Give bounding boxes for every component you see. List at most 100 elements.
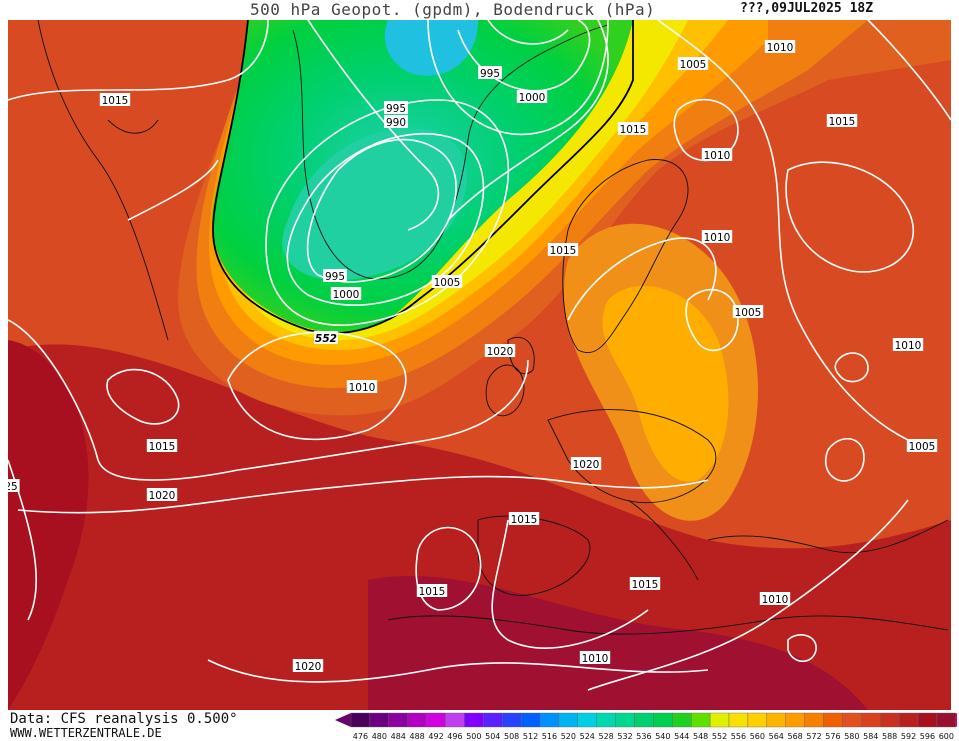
legend-swatches [335,712,957,728]
svg-text:1020: 1020 [149,490,176,502]
legend-swatch [672,712,692,728]
isobar-label: 1020 [484,344,516,358]
header-bar: 500 hPa Geopot. (gpdm), Bodendruck (hPa)… [0,0,959,20]
legend-swatch [766,712,786,728]
legend-value: 520 [561,732,576,741]
legend-value: 508 [504,732,519,741]
isobars [8,20,951,691]
legend-swatch [823,712,843,728]
isobar-label: 1015 [99,93,131,107]
legend-swatch [369,712,390,728]
legend-value: 568 [788,732,803,741]
svg-text:1010: 1010 [762,594,789,606]
svg-text:25: 25 [8,481,18,493]
svg-text:1010: 1010 [767,42,794,54]
legend-swatch [483,712,503,728]
legend-swatch [709,712,730,728]
svg-text:1015: 1015 [632,579,659,591]
legend-value: 536 [636,732,651,741]
legend-swatch [596,712,616,728]
svg-text:1010: 1010 [704,150,731,162]
svg-text:1005: 1005 [735,307,762,319]
website-label: WWW.WETTERZENTRALE.DE [10,726,162,740]
isobar-label: 995 [323,269,347,283]
legend-swatch [426,712,446,728]
field-atlantic-hot [8,340,89,710]
isobar-label: 1020 [292,659,324,673]
legend-value: 584 [863,732,878,741]
color-legend: 476 480 484 488 492 496 500 504 508 512 516 520 524 5… [335,712,957,741]
geopotential-map: 995 1000 995 990 1005 1010 1015 1015 1010 1015 101… [8,20,951,710]
legend-swatch [861,712,881,728]
isobar-label: 1015 [547,243,579,257]
legend-value: 576 [825,732,840,741]
svg-text:1015: 1015 [550,245,577,257]
isobar-label: 1020 [146,488,178,502]
legend-value: 488 [410,732,425,741]
legend-swatch [615,712,635,728]
legend-high-arrow [955,713,957,727]
isobar-label: 1010 [579,651,611,665]
isobar-label: 1010 [701,148,733,162]
legend-swatch [388,712,408,728]
svg-text:1015: 1015 [102,95,129,107]
legend-swatch [691,712,711,728]
legend-swatch [577,712,597,728]
isobar-label: 1005 [732,305,764,319]
svg-text:1015: 1015 [511,514,538,526]
legend-swatch [785,712,805,728]
legend-swatch [804,712,824,728]
legend-value: 556 [731,732,746,741]
contour-552 [212,20,634,334]
field-south-hot [368,575,868,710]
svg-text:1020: 1020 [487,346,514,358]
legend-swatch [917,712,938,728]
legend-swatch [880,712,900,728]
legend-swatch [464,712,484,728]
legend-swatch [445,712,465,728]
svg-text:1010: 1010 [349,382,376,394]
legend-value: 492 [428,732,443,741]
legend-value: 560 [750,732,765,741]
svg-text:1015: 1015 [620,124,647,136]
legend-value: 528 [599,732,614,741]
legend-low-arrow [335,713,351,727]
field-south-warm [8,344,951,710]
isobar-label: 1015 [416,584,448,598]
svg-text:1005: 1005 [680,59,707,71]
svg-text:1020: 1020 [573,459,600,471]
isobar-label: 1010 [764,40,796,54]
isobar-label: 25 [8,479,20,493]
isobar-label: 1005 [906,439,938,453]
legend-value: 588 [882,732,897,741]
data-source-label: Data: CFS reanalysis 0.500° [10,711,238,727]
legend-value: 480 [372,732,387,741]
isobar-label: 990 [384,115,408,129]
svg-text:1005: 1005 [909,441,936,453]
isobar-label: 1015 [826,114,858,128]
legend-value: 516 [542,732,557,741]
isobar-label: 1005 [677,57,709,71]
legend-value: 512 [523,732,538,741]
svg-text:1000: 1000 [519,92,546,104]
legend-swatch [520,712,541,728]
legend-swatch [350,712,371,728]
svg-text:1005: 1005 [434,277,461,289]
legend-swatch [898,712,919,728]
chart-title: 500 hPa Geopot. (gpdm), Bodendruck (hPa) [250,0,656,19]
legend-swatch [936,712,957,728]
svg-text:1010: 1010 [704,232,731,244]
isobar-labels: 995 1000 995 990 1005 1010 1015 1015 1010 1015 101… [8,40,938,673]
legend-swatch [407,712,427,728]
legend-swatch [842,712,862,728]
isobar-label: 1000 [330,287,362,301]
field-low-core [384,20,478,76]
legend-value: 532 [617,732,632,741]
legend-value: 592 [901,732,916,741]
isobar-label: 1015 [508,512,540,526]
chart-date: ???,09JUL2025 18Z [740,1,874,16]
isobar-label: 1015 [629,577,661,591]
isobar-label: 1000 [516,90,548,104]
isobar-label: 1020 [570,457,602,471]
svg-text:990: 990 [386,117,406,129]
